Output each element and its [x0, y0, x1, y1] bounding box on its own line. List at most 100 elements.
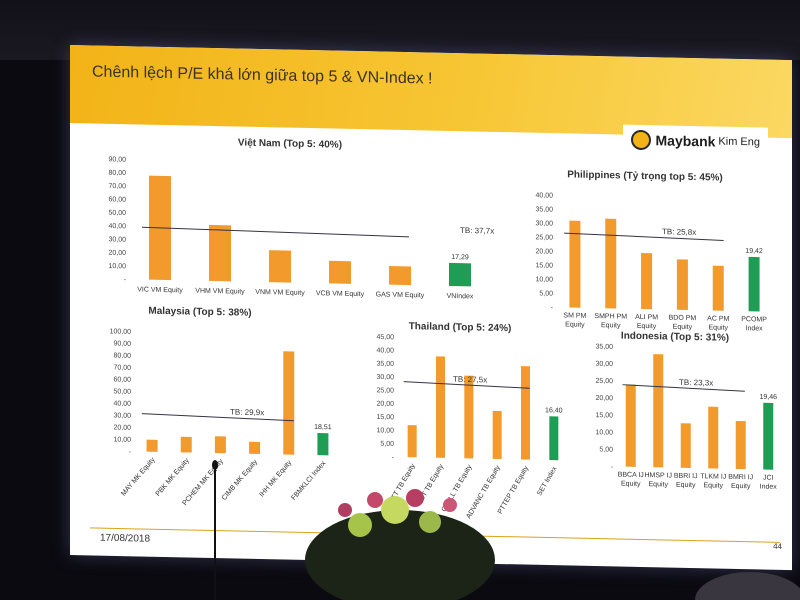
index-bar [549, 416, 559, 461]
index-bar [763, 402, 774, 470]
y-tick-label: 15,00 [595, 412, 613, 419]
category-label: PBK MK Equity [155, 457, 191, 498]
y-tick-label: 30,00 [376, 374, 394, 381]
y-tick-label: - [392, 454, 395, 461]
y-tick-label: 25,00 [535, 234, 553, 241]
y-tick-label: 10,00 [376, 427, 394, 434]
y-tick-label: 80,00 [113, 352, 131, 359]
company-bar [569, 220, 581, 308]
company-bar [283, 351, 295, 455]
company-bar [708, 406, 719, 469]
y-tick-label: 70,00 [108, 183, 126, 190]
category-label: IHH MK Equity [258, 459, 293, 499]
y-tick-label: 10,00 [113, 436, 131, 443]
malaysia-chart: Malaysia (Top 5: 38%) - 10,00 20,00 30,00 40,… [110, 306, 332, 507]
y-tick-label: 50,00 [108, 210, 126, 217]
company-bar [249, 441, 261, 454]
y-tick-label: 25,00 [595, 378, 613, 385]
y-tick-label: 60,00 [113, 376, 131, 383]
thailand-chart: Thailand (Top 5: 24%) - 5,00 10,00 15,00 20,0… [376, 321, 563, 520]
category-label: BMRI IJEquity [728, 474, 753, 491]
category-label: VIC VM Equity [137, 286, 183, 294]
category-label: SET Index [536, 465, 559, 497]
y-tick-label: 30,00 [595, 361, 613, 368]
y-tick-label: 15,00 [376, 414, 394, 421]
y-tick-label: 40,00 [535, 192, 553, 199]
company-bar [436, 356, 445, 458]
category-label: VCB VM Equity [316, 290, 365, 298]
average-line [141, 413, 294, 422]
page-number: 44 [773, 541, 782, 551]
y-tick-label: 30,00 [113, 412, 131, 419]
average-label: TB: 27,5x [453, 375, 487, 385]
chart-title: Philippines (Tỷ trọng top 5: 45%) [567, 169, 723, 183]
company-bar [146, 439, 158, 452]
category-label: HMSP IJEquity [645, 472, 672, 489]
y-tick-label: 10,00 [108, 263, 126, 270]
projected-slide: Chênh lệch P/E khá lớn giữa top 5 & VN-I… [70, 45, 792, 571]
y-tick-label: 5,00 [599, 446, 613, 453]
category-label: BDO PMEquity [669, 315, 697, 332]
microphone-stand [212, 460, 218, 600]
y-tick-label: 10,00 [595, 429, 613, 436]
y-tick-label: 90,00 [113, 340, 131, 347]
y-tick-label: 35,00 [595, 344, 613, 351]
average-label: TB: 37,7x [460, 226, 494, 236]
category-label: MAY MK Equity [120, 456, 157, 497]
audience-silhouette [695, 572, 800, 600]
title-banner: Chênh lệch P/E khá lớn giữa top 5 & VN-I… [70, 45, 792, 139]
y-tick-label: 20,00 [535, 248, 553, 255]
y-tick-label: 35,00 [376, 361, 394, 368]
y-tick-label: 20,00 [113, 424, 131, 431]
company-bar [407, 425, 417, 458]
y-tick-label: - [611, 464, 614, 471]
average-line [403, 381, 530, 389]
maybank-logo: Maybank Kim Eng [622, 124, 768, 158]
index-value-label: 19,42 [745, 248, 763, 255]
category-label: AC PMEquity [707, 315, 729, 331]
y-tick-label: 15,00 [535, 262, 553, 269]
slide-title: Chênh lệch P/E khá lớn giữa top 5 & VN-I… [92, 63, 433, 88]
company-bar [492, 410, 502, 460]
company-bar [605, 218, 617, 309]
average-label: TB: 25,8x [662, 227, 696, 237]
index-value-label: 19,46 [759, 394, 777, 401]
category-label: ALI PMEquity [635, 314, 658, 330]
category-label: PCHEM MK Equity [182, 458, 226, 507]
category-label: TLKM IJEquity [700, 473, 726, 490]
y-tick-label: 30,00 [535, 220, 553, 227]
y-tick-label: 80,00 [108, 170, 126, 177]
y-tick-label: - [124, 277, 127, 284]
company-bar [180, 436, 192, 453]
company-bar [712, 265, 724, 311]
index-value-label: 16,40 [545, 407, 563, 414]
category-label: VNIndex [447, 293, 474, 301]
average-line [141, 226, 410, 238]
company-bar [735, 420, 746, 470]
chart-title: Việt Nam (Top 5: 40%) [238, 138, 342, 151]
slide-date: 17/08/2018 [100, 532, 151, 545]
category-label: BBRI IJEquity [674, 473, 698, 489]
y-tick-label: 45,00 [376, 334, 394, 341]
index-bar [449, 262, 471, 287]
y-tick-label: 70,00 [113, 364, 131, 371]
company-bar [680, 423, 691, 469]
y-tick-label: 25,00 [376, 387, 394, 394]
y-tick-label: 5,00 [539, 290, 553, 297]
company-bar [214, 436, 226, 454]
y-tick-label: 40,00 [376, 347, 394, 354]
logo-brand: Maybank [655, 132, 716, 150]
y-tick-label: 90,00 [108, 156, 126, 163]
index-value-label: 18,51 [314, 424, 332, 431]
category-label: BBCA IJEquity [618, 471, 644, 488]
chart-title: Thailand (Top 5: 24%) [409, 321, 512, 334]
average-line [564, 232, 724, 241]
y-tick-label: 60,00 [108, 196, 126, 203]
company-bar [389, 266, 411, 286]
company-bar [329, 260, 351, 284]
company-bar [641, 252, 653, 310]
chart-title: Malaysia (Top 5: 38%) [148, 306, 251, 319]
chart-title: Indonesia (Top 5: 31%) [621, 331, 729, 344]
company-bar [209, 224, 231, 282]
index-bar [317, 432, 329, 456]
